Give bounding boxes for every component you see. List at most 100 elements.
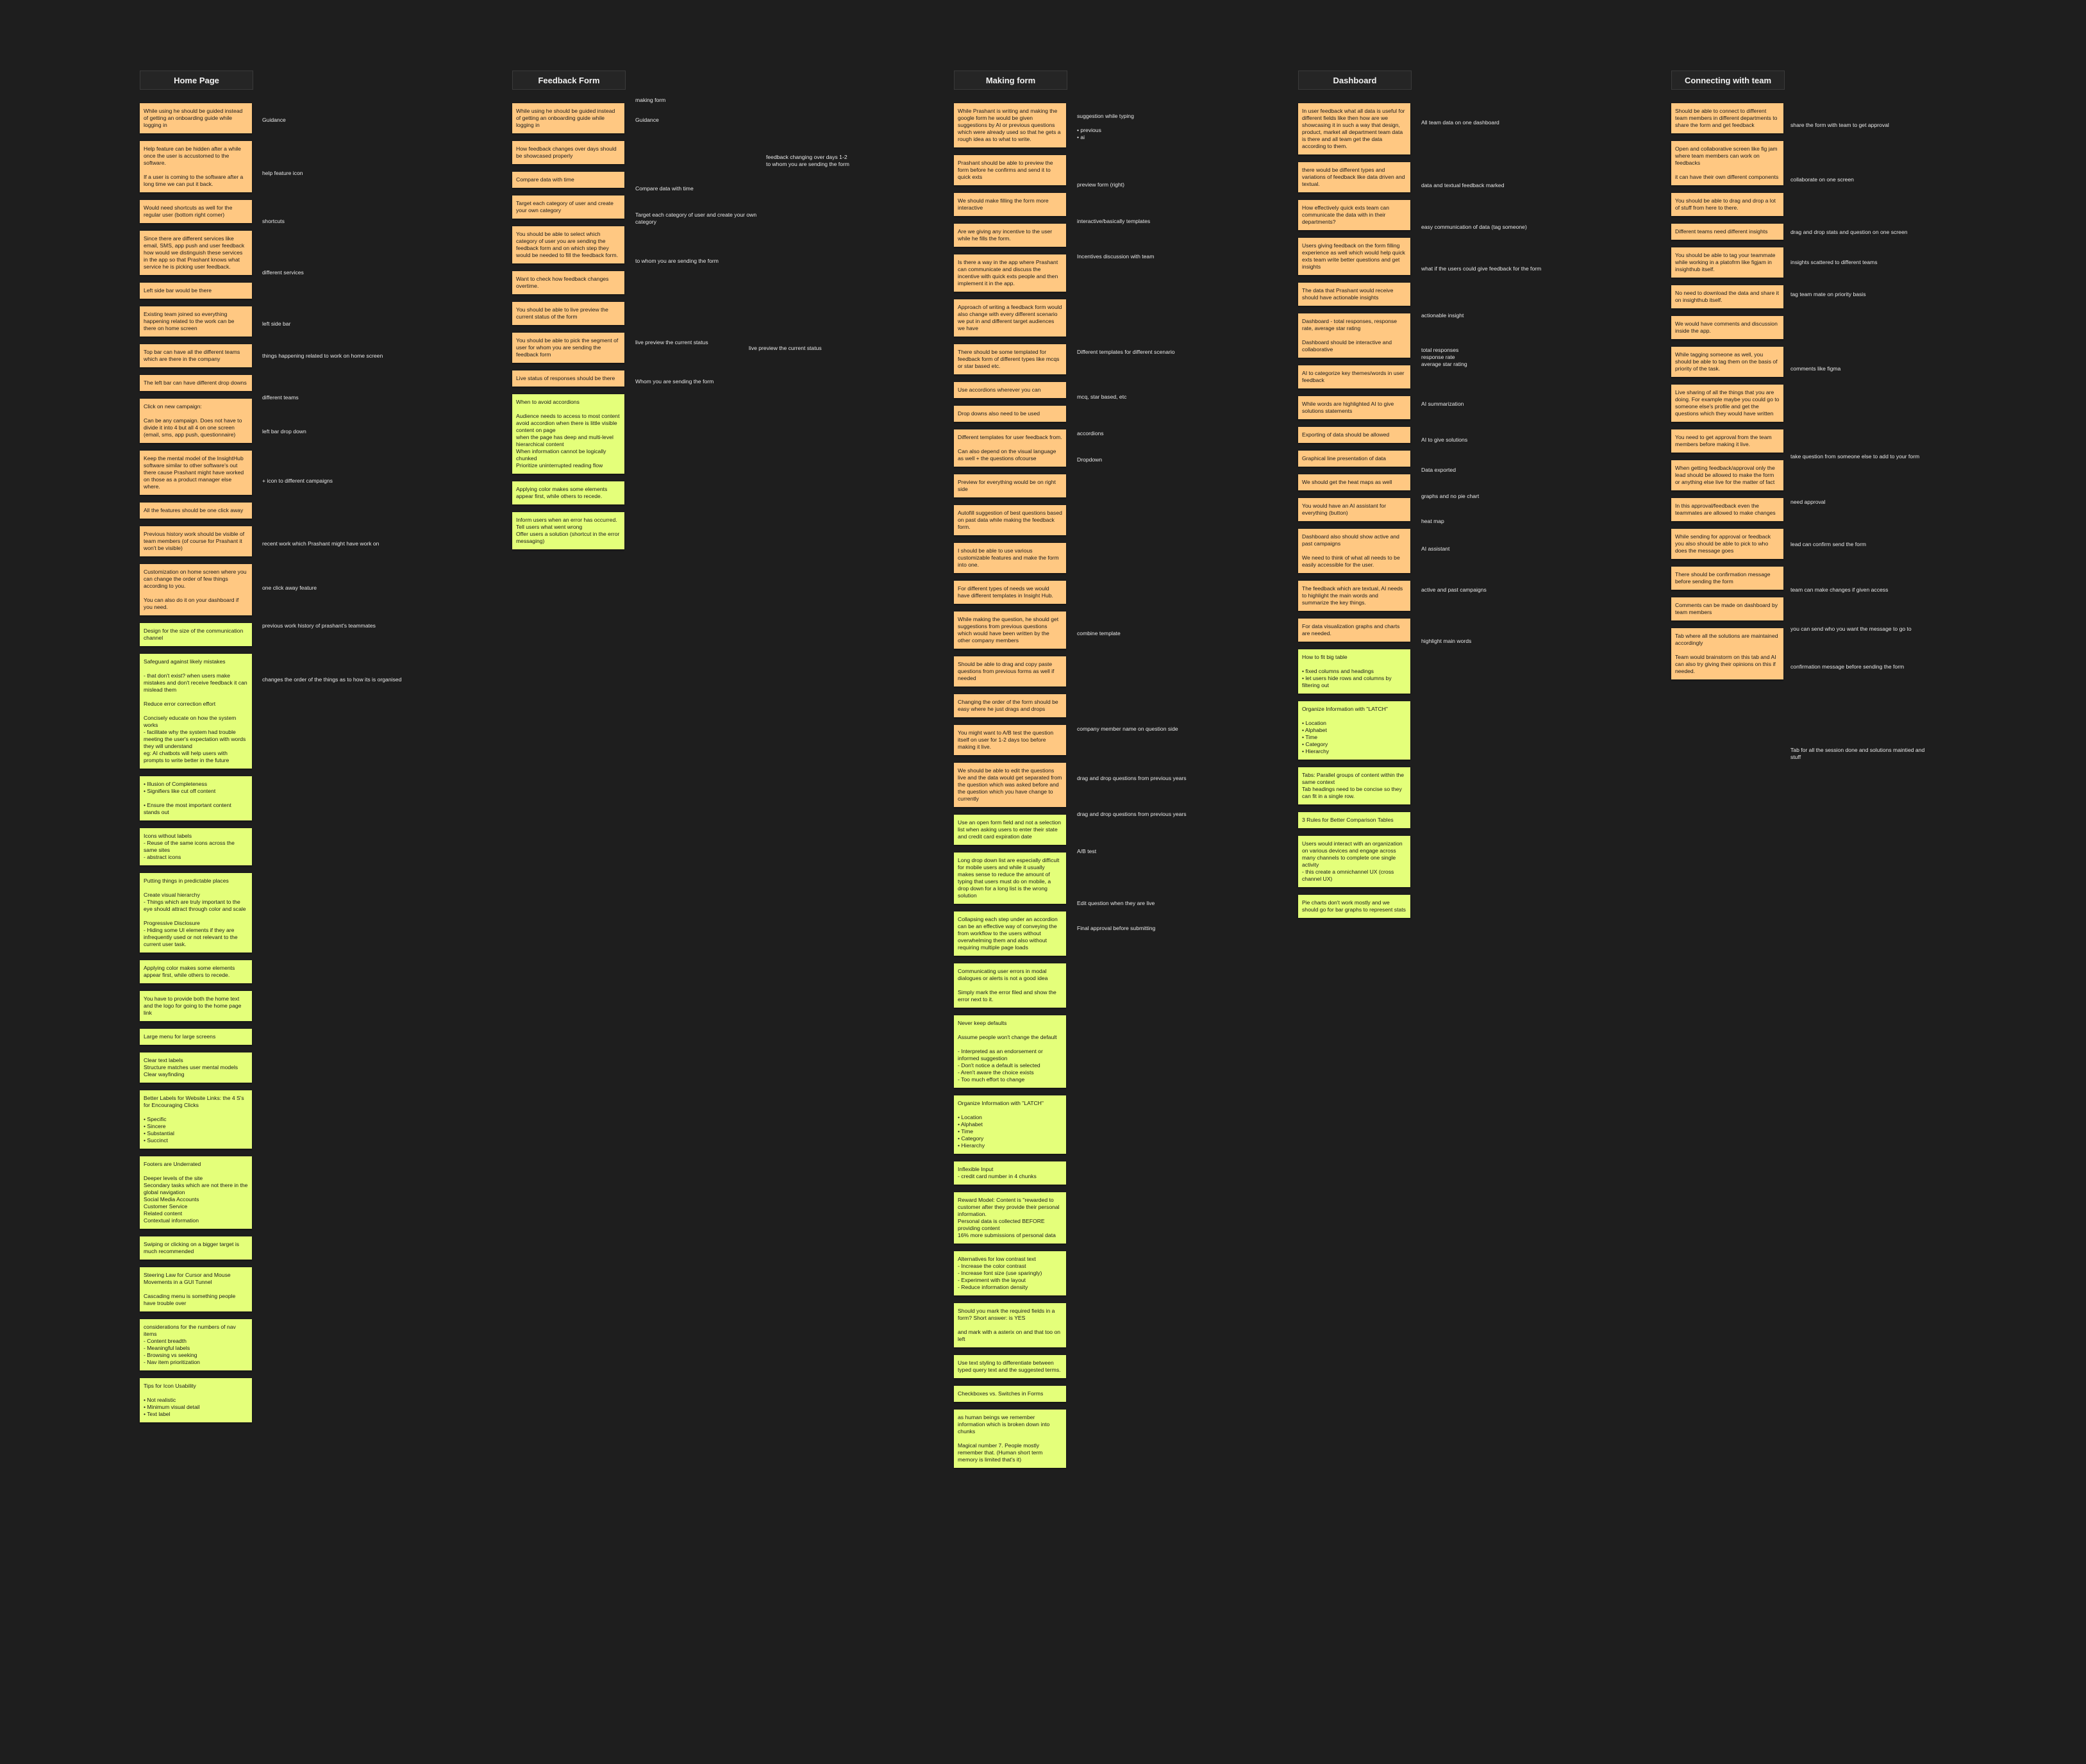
sticky-note-orange[interactable]: How effectively quick exts team can comm… xyxy=(1298,200,1410,230)
sticky-note-green[interactable]: Collapsing each step under an accordion … xyxy=(954,911,1066,956)
annotation-label[interactable]: collaborate on one screen xyxy=(1790,176,1854,183)
sticky-note-green[interactable]: as human beings we remember information … xyxy=(954,1410,1066,1468)
sticky-note-orange[interactable]: Different templates for user feedback fr… xyxy=(954,429,1066,467)
sticky-note-green[interactable]: Pie charts don't work mostly and we shou… xyxy=(1298,895,1410,918)
sticky-note-orange[interactable]: Autofill suggestion of best questions ba… xyxy=(954,505,1066,535)
annotation-label[interactable]: drag and drop questions from previous ye… xyxy=(1077,811,1187,817)
sticky-note-orange[interactable]: Graphical line presentation of data xyxy=(1298,451,1410,467)
sticky-note-green[interactable]: Tabs: Parallel groups of content within … xyxy=(1298,767,1410,804)
column-title[interactable]: Connecting with team xyxy=(1671,71,1785,90)
sticky-note-orange[interactable]: While words are highlighted AI to give s… xyxy=(1298,396,1410,419)
annotation-label[interactable]: things happening related to work on home… xyxy=(262,353,383,359)
sticky-note-orange[interactable]: How feedback changes over days should be… xyxy=(512,141,624,164)
sticky-note-green[interactable]: Organize Information with "LATCH" • Loca… xyxy=(1298,701,1410,760)
annotation-label[interactable]: Final approval before submitting xyxy=(1077,925,1156,931)
annotation-label[interactable]: A/B test xyxy=(1077,848,1097,854)
sticky-note-orange[interactable]: Would need shortcuts as well for the reg… xyxy=(140,200,252,223)
annotation-label[interactable]: making form xyxy=(635,97,666,103)
column-title[interactable]: Making form xyxy=(954,71,1067,90)
sticky-note-orange[interactable]: Dashboard - total responses, response ra… xyxy=(1298,313,1410,358)
sticky-note-orange[interactable]: The feedback which are textual, AI needs… xyxy=(1298,581,1410,611)
sticky-note-orange[interactable]: We should make filling the form more int… xyxy=(954,193,1066,216)
sticky-note-green[interactable]: Inform users when an error has occurred.… xyxy=(512,512,624,549)
sticky-note-green[interactable]: Footers are Underrated Deeper levels of … xyxy=(140,1156,252,1229)
annotation-label[interactable]: interactive/basically templates xyxy=(1077,218,1151,224)
sticky-note-orange[interactable]: Comments can be made on dashboard by tea… xyxy=(1671,597,1783,620)
sticky-note-orange[interactable]: Keep the mental model of the InsightHub … xyxy=(140,451,252,495)
annotation-label[interactable]: active and past campaigns xyxy=(1421,587,1487,593)
sticky-note-orange[interactable]: Should be able to connect to different t… xyxy=(1671,103,1783,133)
sticky-note-green[interactable]: • Illusion of Completeness • Signifiers … xyxy=(140,776,252,820)
sticky-note-green[interactable]: Better Labels for Website Links: the 4 S… xyxy=(140,1090,252,1149)
sticky-note-green[interactable]: Communicating user errors in modal dialo… xyxy=(954,963,1066,1008)
annotation-label[interactable]: Whom you are sending the form xyxy=(635,378,714,385)
sticky-note-orange[interactable]: The left bar can have different drop dow… xyxy=(140,375,252,391)
annotation-label[interactable]: drag and drop questions from previous ye… xyxy=(1077,775,1187,781)
sticky-note-orange[interactable]: While Prashant is writing and making the… xyxy=(954,103,1066,147)
sticky-note-orange[interactable]: While using he should be guided instead … xyxy=(140,103,252,133)
sticky-note-green[interactable]: Steering Law for Cursor and Mouse Moveme… xyxy=(140,1267,252,1311)
sticky-note-green[interactable]: Organize Information with "LATCH" • Loca… xyxy=(954,1095,1066,1154)
sticky-note-orange[interactable]: In user feedback what all data is useful… xyxy=(1298,103,1410,154)
annotation-label[interactable]: insights scattered to different teams xyxy=(1790,259,1878,265)
sticky-note-orange[interactable]: Live sharing of all the things that you … xyxy=(1671,385,1783,422)
annotation-label[interactable]: data and textual feedback marked xyxy=(1421,182,1505,188)
annotation-label[interactable]: Compare data with time xyxy=(635,185,694,192)
sticky-note-orange[interactable]: Live status of responses should be there xyxy=(512,370,624,387)
annotation-label[interactable]: Target each category of user and create … xyxy=(635,212,757,225)
sticky-note-green[interactable]: Never keep defaults Assume people won't … xyxy=(954,1015,1066,1088)
sticky-note-orange[interactable]: Is there a way in the app where Prashant… xyxy=(954,254,1066,292)
sticky-note-orange[interactable]: You should be able to live preview the c… xyxy=(512,302,624,325)
sticky-note-orange[interactable]: Compare data with time xyxy=(512,172,624,188)
annotation-label[interactable]: Different templates for different scenar… xyxy=(1077,349,1175,355)
annotation-label[interactable]: to whom you are sending the form xyxy=(635,258,719,264)
sticky-note-orange[interactable]: there would be different types and varia… xyxy=(1298,162,1410,192)
annotation-label[interactable]: Incentives discussion with team xyxy=(1077,253,1155,260)
sticky-note-green[interactable]: Users would interact with an organizatio… xyxy=(1298,836,1410,887)
annotation-label[interactable]: comments like figma xyxy=(1790,365,1841,372)
annotation-label[interactable]: suggestion while typing • previous • ai xyxy=(1077,113,1134,140)
sticky-note-orange[interactable]: Open and collaborative screen like fig j… xyxy=(1671,141,1783,185)
sticky-note-orange[interactable]: Existing team joined so everything happe… xyxy=(140,306,252,337)
annotation-label[interactable]: need approval xyxy=(1790,499,1826,505)
sticky-note-orange[interactable]: Changing the order of the form should be… xyxy=(954,694,1066,717)
sticky-note-orange[interactable]: Drop downs also need to be used xyxy=(954,406,1066,422)
sticky-note-green[interactable]: Icons without labels - Reuse of the same… xyxy=(140,828,252,865)
annotation-label[interactable]: heat map xyxy=(1421,518,1444,524)
sticky-note-orange[interactable]: You should be able to drag and drop a lo… xyxy=(1671,193,1783,216)
sticky-note-green[interactable]: considerations for the numbers of nav it… xyxy=(140,1319,252,1370)
sticky-note-green[interactable]: Inflexible Input - credit card number in… xyxy=(954,1161,1066,1185)
sticky-note-orange[interactable]: Users giving feedback on the form fillin… xyxy=(1298,238,1410,275)
sticky-note-orange[interactable]: We should be able to edit the questions … xyxy=(954,763,1066,807)
sticky-note-orange[interactable]: Target each category of user and create … xyxy=(512,196,624,219)
sticky-note-green[interactable]: How to fit big table • fixed columns and… xyxy=(1298,649,1410,694)
sticky-note-green[interactable]: Swiping or clicking on a bigger target i… xyxy=(140,1236,252,1260)
sticky-note-green[interactable]: Design for the size of the communication… xyxy=(140,623,252,646)
annotation-label[interactable]: mcq, star based, etc xyxy=(1077,394,1127,400)
sticky-note-orange[interactable]: Preview for everything would be on right… xyxy=(954,474,1066,497)
annotation-label[interactable]: drag and drop stats and question on one … xyxy=(1790,229,1908,235)
annotation-label[interactable]: previous work history of prashant's team… xyxy=(262,622,376,629)
annotation-label[interactable]: actionable insight xyxy=(1421,312,1464,319)
sticky-note-orange[interactable]: Previous history work should be visible … xyxy=(140,526,252,556)
sticky-note-orange[interactable]: Prashant should be able to preview the f… xyxy=(954,155,1066,185)
annotation-label[interactable]: graphs and no pie chart xyxy=(1421,493,1480,499)
annotation-label[interactable]: Guidance xyxy=(635,117,659,123)
sticky-note-orange[interactable]: For different types of needs we would ha… xyxy=(954,581,1066,604)
sticky-note-green[interactable]: Putting things in predictable places Cre… xyxy=(140,873,252,953)
annotation-label[interactable]: company member name on question side xyxy=(1077,726,1178,732)
sticky-note-green[interactable]: Clear text labels Structure matches user… xyxy=(140,1053,252,1083)
sticky-note-orange[interactable]: Since there are different services like … xyxy=(140,231,252,275)
sticky-note-orange[interactable]: Top bar can have all the different teams… xyxy=(140,344,252,367)
sticky-note-orange[interactable]: When getting feedback/approval only the … xyxy=(1671,460,1783,490)
sticky-note-orange[interactable]: No need to download the data and share i… xyxy=(1671,285,1783,308)
sticky-note-orange[interactable]: Dashboard also should show active and pa… xyxy=(1298,529,1410,573)
annotation-label[interactable]: feedback changing over days 1-2 to whom … xyxy=(766,154,849,167)
sticky-note-orange[interactable]: In this approval/feedback even the teamm… xyxy=(1671,498,1783,521)
annotation-label[interactable]: easy communication of data (tag someone) xyxy=(1421,224,1527,230)
column-title[interactable]: Home Page xyxy=(140,71,253,90)
annotation-label[interactable]: left bar drop down xyxy=(262,428,306,435)
annotation-label[interactable]: Tab for all the session done and solutio… xyxy=(1790,747,1925,760)
sticky-note-orange[interactable]: Approach of writing a feedback form woul… xyxy=(954,299,1066,337)
sticky-note-green[interactable]: Tips for Icon Usability • Not realistic … xyxy=(140,1378,252,1422)
